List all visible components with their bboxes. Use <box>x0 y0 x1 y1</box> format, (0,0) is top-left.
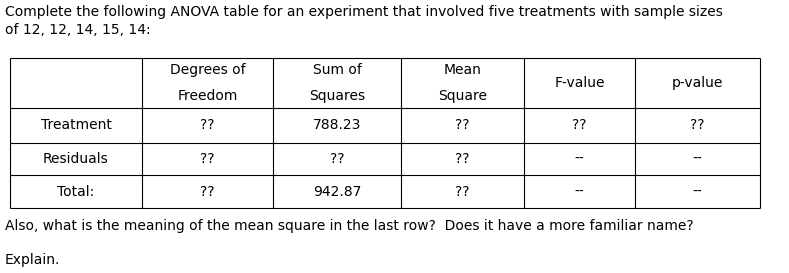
Text: Freedom: Freedom <box>178 89 237 103</box>
Text: ??: ?? <box>200 118 215 132</box>
Text: Treatment: Treatment <box>40 118 111 132</box>
Text: ??: ?? <box>455 152 469 166</box>
Text: ??: ?? <box>455 185 469 198</box>
Text: Squares: Squares <box>309 89 365 103</box>
Text: Also, what is the meaning of the mean square in the last row?  Does it have a mo: Also, what is the meaning of the mean sq… <box>5 219 694 233</box>
Text: Residuals: Residuals <box>43 152 109 166</box>
Text: F-value: F-value <box>554 76 604 90</box>
Text: Explain.: Explain. <box>5 253 61 267</box>
Text: ??: ?? <box>330 152 344 166</box>
Text: --: -- <box>574 185 585 198</box>
Text: Degrees of: Degrees of <box>170 63 245 77</box>
Text: 942.87: 942.87 <box>312 185 361 198</box>
Text: ??: ?? <box>200 185 215 198</box>
Text: Complete the following ANOVA table for an experiment that involved five treatmen: Complete the following ANOVA table for a… <box>5 5 723 19</box>
Text: ??: ?? <box>200 152 215 166</box>
Text: --: -- <box>574 152 585 166</box>
Text: --: -- <box>693 152 702 166</box>
Text: p-value: p-value <box>671 76 724 90</box>
Text: 788.23: 788.23 <box>312 118 361 132</box>
Text: ??: ?? <box>455 118 469 132</box>
Text: ??: ?? <box>572 118 587 132</box>
Text: --: -- <box>693 185 702 198</box>
Text: Total:: Total: <box>58 185 95 198</box>
Text: Square: Square <box>438 89 487 103</box>
Text: Sum of: Sum of <box>312 63 361 77</box>
Text: Mean: Mean <box>443 63 481 77</box>
Text: of 12, 12, 14, 15, 14:: of 12, 12, 14, 15, 14: <box>5 23 151 37</box>
Text: ??: ?? <box>690 118 705 132</box>
